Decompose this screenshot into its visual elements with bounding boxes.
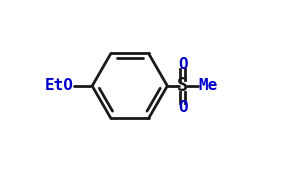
Text: S: S <box>177 76 188 95</box>
Text: O: O <box>178 57 187 72</box>
Text: O: O <box>178 100 187 115</box>
Text: Me: Me <box>199 78 218 93</box>
Text: EtO: EtO <box>44 78 73 93</box>
